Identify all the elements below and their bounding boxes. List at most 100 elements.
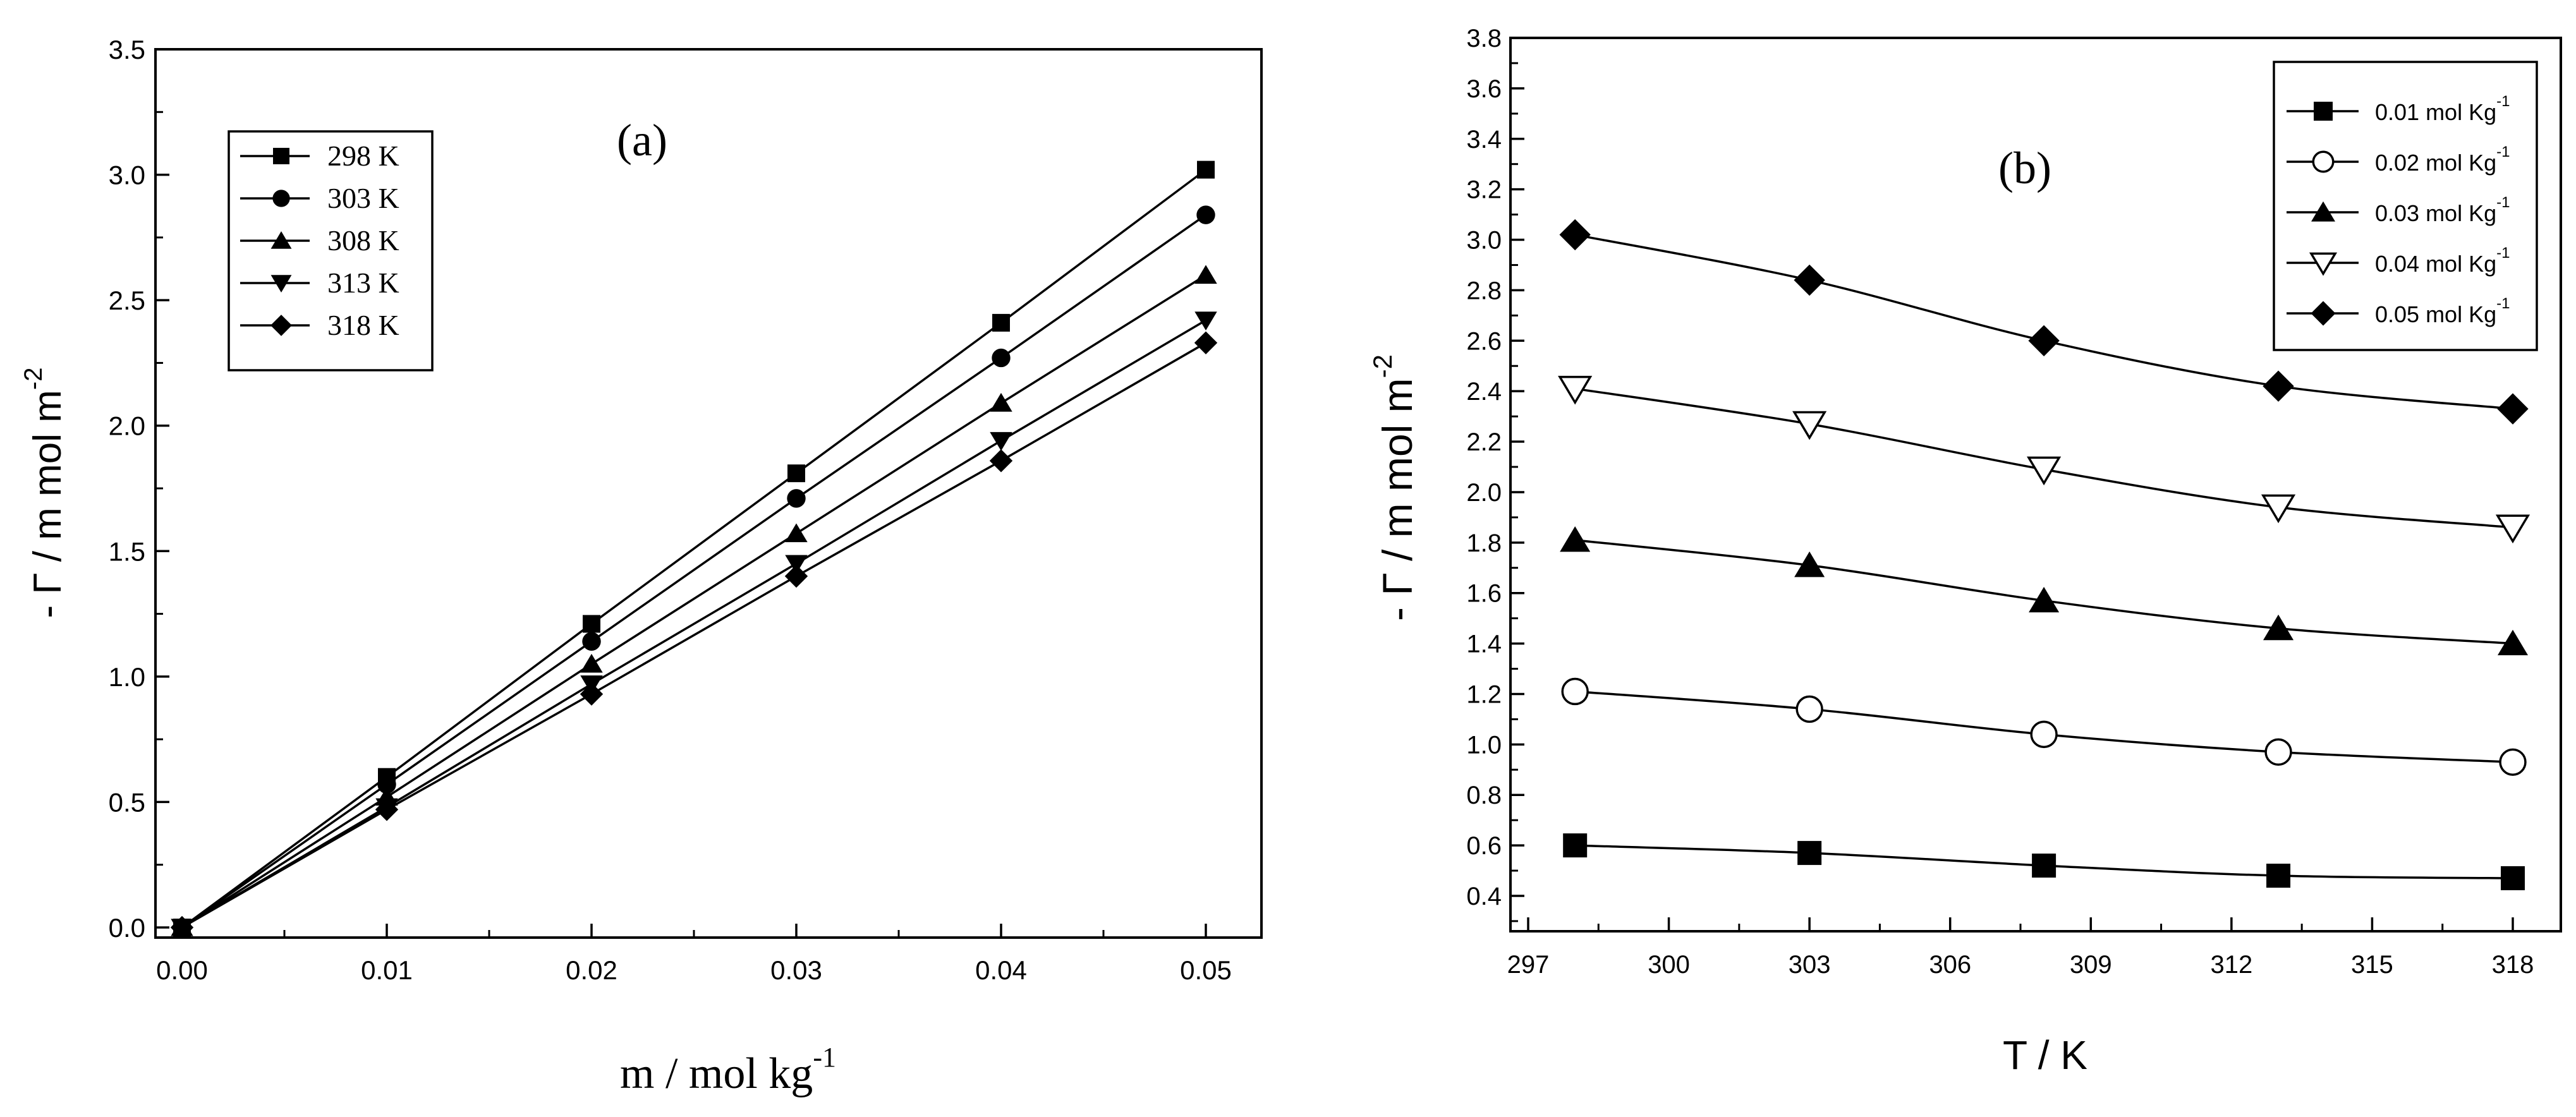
y-tick-label-a: 2.0 [109,411,145,441]
x-axis-title-b: T / K [2003,1032,2087,1078]
data-point-a-4 [785,555,808,574]
data-point-a-5 [784,564,808,588]
y-tick-label-b: 2.8 [1466,277,1502,305]
x-tick-label-b: 312 [2210,951,2252,979]
y-tick-label-b: 2.4 [1466,378,1502,406]
legend-marker-a [270,315,292,336]
data-point-b-5 [2263,370,2294,402]
legend-label-a: 303 K [327,182,399,214]
y-tick-label-a: 3.5 [109,35,145,64]
data-point-b-2 [2499,748,2527,776]
y-tick-label-b: 3.4 [1466,126,1502,154]
data-point-b-1 [2032,854,2057,878]
legend-label-b-text: 0.01 mol Kg [2375,99,2496,125]
legend-label-b-sup: -1 [2496,295,2510,312]
y-tick-label-a: 3.0 [109,160,145,190]
data-point-b-5 [2028,325,2060,356]
data-point-b-3 [1560,526,1591,552]
y-tick-label-b: 0.6 [1466,832,1502,860]
legend-box-a [228,130,434,371]
legend-marker-a [272,190,290,207]
series-line-a-1 [181,169,1207,929]
y-tick-label-b: 3.8 [1466,25,1502,52]
y-axis-title-b: - Γ / m mol m-2 [1368,354,1421,621]
data-point-a-1 [583,615,600,633]
data-point-a-2 [787,489,806,508]
data-point-b-3 [1794,551,1825,577]
y-tick-label-a: 0.0 [109,913,145,943]
y-tick-label-a: 1.5 [109,536,145,566]
y-axis-title-a-text: - Γ / m mol m [26,390,70,618]
series-line-a-4 [181,319,1206,929]
axes-b: 297 300 303 306 309 312 315 318 0.4 0.6 0.8 1.0 1.2 1… [1466,25,2534,979]
legend-label-b-sup: -1 [2496,245,2510,262]
data-point-b-3 [2029,586,2060,613]
data-point-b-5 [2497,393,2529,425]
legend-marker-b [2311,201,2335,222]
data-point-a-4 [1194,311,1217,331]
series-line-a-3 [181,274,1206,929]
legend-label-a: 308 K [327,224,399,257]
y-tick-label-b: 0.8 [1466,782,1502,809]
data-point-a-1 [992,313,1010,332]
data-point-b-2 [1561,677,1589,706]
legend-label-b: 0.05 mol Kg-1 [2375,295,2510,327]
data-point-b-1 [1797,841,1822,866]
data-point-a-5 [1194,331,1218,354]
data-point-a-3 [785,523,808,543]
legend-label-b-text: 0.03 mol Kg [2375,200,2496,226]
legend-marker-b [2312,150,2335,173]
y-tick-label-b: 2.0 [1466,479,1502,507]
x-tick-label-b: 300 [1648,951,1690,979]
series-group-b [1558,219,2530,891]
y-axis-title-b-sup: -2 [1368,354,1397,378]
data-point-a-1 [787,464,805,483]
chart-b: 297 300 303 306 309 312 315 318 0.4 0.6 0.8 1.0 1.2 1… [1368,25,2562,1078]
data-point-a-3 [580,653,603,673]
legend-label-b-text: 0.04 mol Kg [2375,251,2496,277]
x-tick-label-b: 306 [1929,951,1971,979]
y-tick-label-b: 1.0 [1466,731,1502,759]
series-line-a-5 [181,342,1206,929]
y-tick-label-a: 0.5 [109,787,145,817]
y-tick-label-b: 3.6 [1466,75,1502,103]
x-axis-title-a-sup: -1 [813,1042,836,1073]
data-point-a-5 [170,915,194,939]
legend-marker-a [273,148,289,164]
data-point-b-1 [2501,866,2525,891]
x-tick-label-a: 0.05 [1180,955,1232,985]
plot-frame-b [1509,37,2562,933]
panel-label-b: (b) [1998,143,2051,193]
legend-marker-a [270,231,292,249]
x-tick-label-a: 0.02 [566,955,617,985]
data-point-a-5 [989,449,1013,473]
data-point-b-4 [1558,375,1593,405]
x-tick-label-a: 0.01 [361,955,413,985]
x-tick-label-a: 0.04 [975,955,1027,985]
data-point-b-1 [2266,864,2291,888]
data-point-b-5 [1794,264,1825,296]
legend-label-b: 0.02 mol Kg-1 [2375,143,2510,176]
x-axis-title-a: m / mol kg-1 [620,1042,836,1098]
data-point-b-4 [1792,411,1827,440]
data-point-a-5 [375,798,399,821]
y-tick-label-b: 2.2 [1466,428,1502,456]
x-tick-label-a: 0.03 [770,955,822,985]
legend-label-b-text: 0.02 mol Kg [2375,150,2496,176]
plot-frame-a [154,48,1263,939]
data-point-b-4 [2026,456,2062,486]
legend-marker-b [2314,102,2333,121]
legend-a: 298 K 303 K 308 K 313 K 318 K [240,140,399,341]
legend-label-b: 0.03 mol Kg-1 [2375,194,2510,226]
y-tick-label-b: 2.6 [1466,327,1502,355]
legend-label-b-text: 0.05 mol Kg [2375,301,2496,327]
data-point-b-2 [2030,720,2058,749]
series-group-a [170,160,1218,939]
data-point-b-4 [2261,494,2296,524]
legend-label-b: 0.01 mol Kg-1 [2375,93,2510,125]
x-tick-label-b: 309 [2070,951,2112,979]
y-tick-label-b: 1.8 [1466,529,1502,557]
data-point-a-4 [990,432,1012,451]
data-point-b-3 [2263,614,2294,641]
